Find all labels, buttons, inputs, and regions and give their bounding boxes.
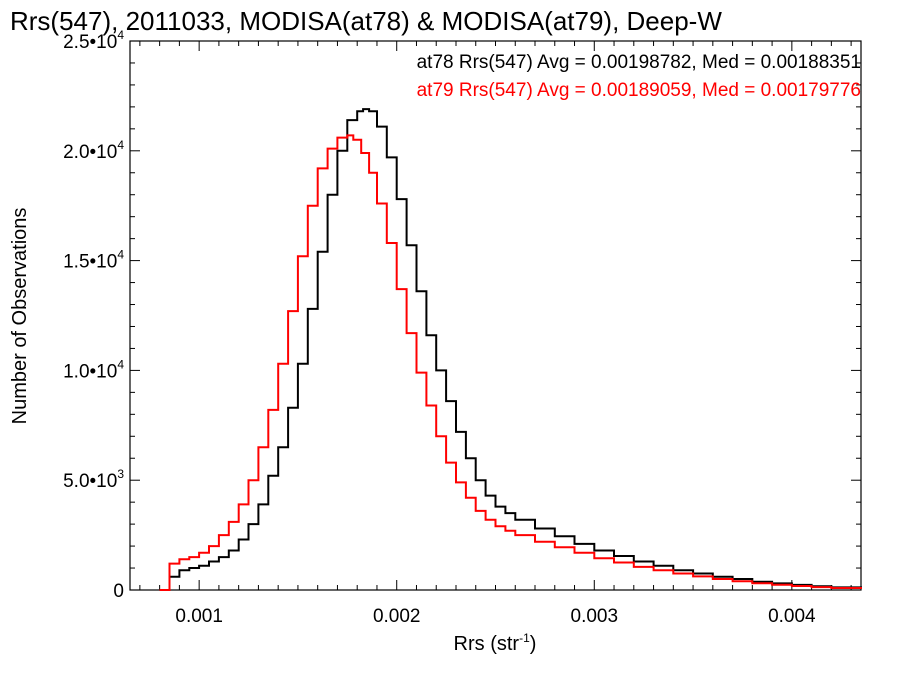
y-tick-label: 1.0•104	[63, 357, 124, 382]
series-layer	[159, 108, 862, 591]
y-tick-label: 2.5•104	[63, 28, 124, 53]
x-tick-label: 0.001	[175, 606, 223, 627]
series-at78-line	[159, 108, 862, 591]
y-tick-labels: 0 5.0•103 1.0•104 1.5•104 2.0•104 2.5•104	[63, 28, 124, 602]
y-tick-label: 5.0•103	[63, 467, 124, 492]
annotation-at79: at79 Rrs(547) Avg = 0.00189059, Med = 0.…	[417, 80, 861, 101]
series-at79-line	[159, 134, 862, 591]
y-axis-label: Number of Observations	[9, 208, 31, 425]
x-tick-label: 0.003	[571, 606, 619, 627]
x-tick-labels: 0.001 0.002 0.003 0.004	[175, 606, 816, 627]
y-tick-label: 2.0•104	[63, 138, 124, 163]
annotation-at78: at78 Rrs(547) Avg = 0.00198782, Med = 0.…	[417, 52, 861, 73]
x-tick-label: 0.002	[373, 606, 421, 627]
y-tick-label: 1.5•104	[63, 248, 124, 273]
chart-title: Rrs(547), 2011033, MODISA(at78) & MODISA…	[10, 6, 722, 36]
y-tick-label: 0	[113, 581, 124, 602]
x-axis-label: Rrs (str-1)	[454, 631, 537, 655]
x-tick-label: 0.004	[768, 606, 816, 627]
axis-ticks	[130, 40, 861, 591]
